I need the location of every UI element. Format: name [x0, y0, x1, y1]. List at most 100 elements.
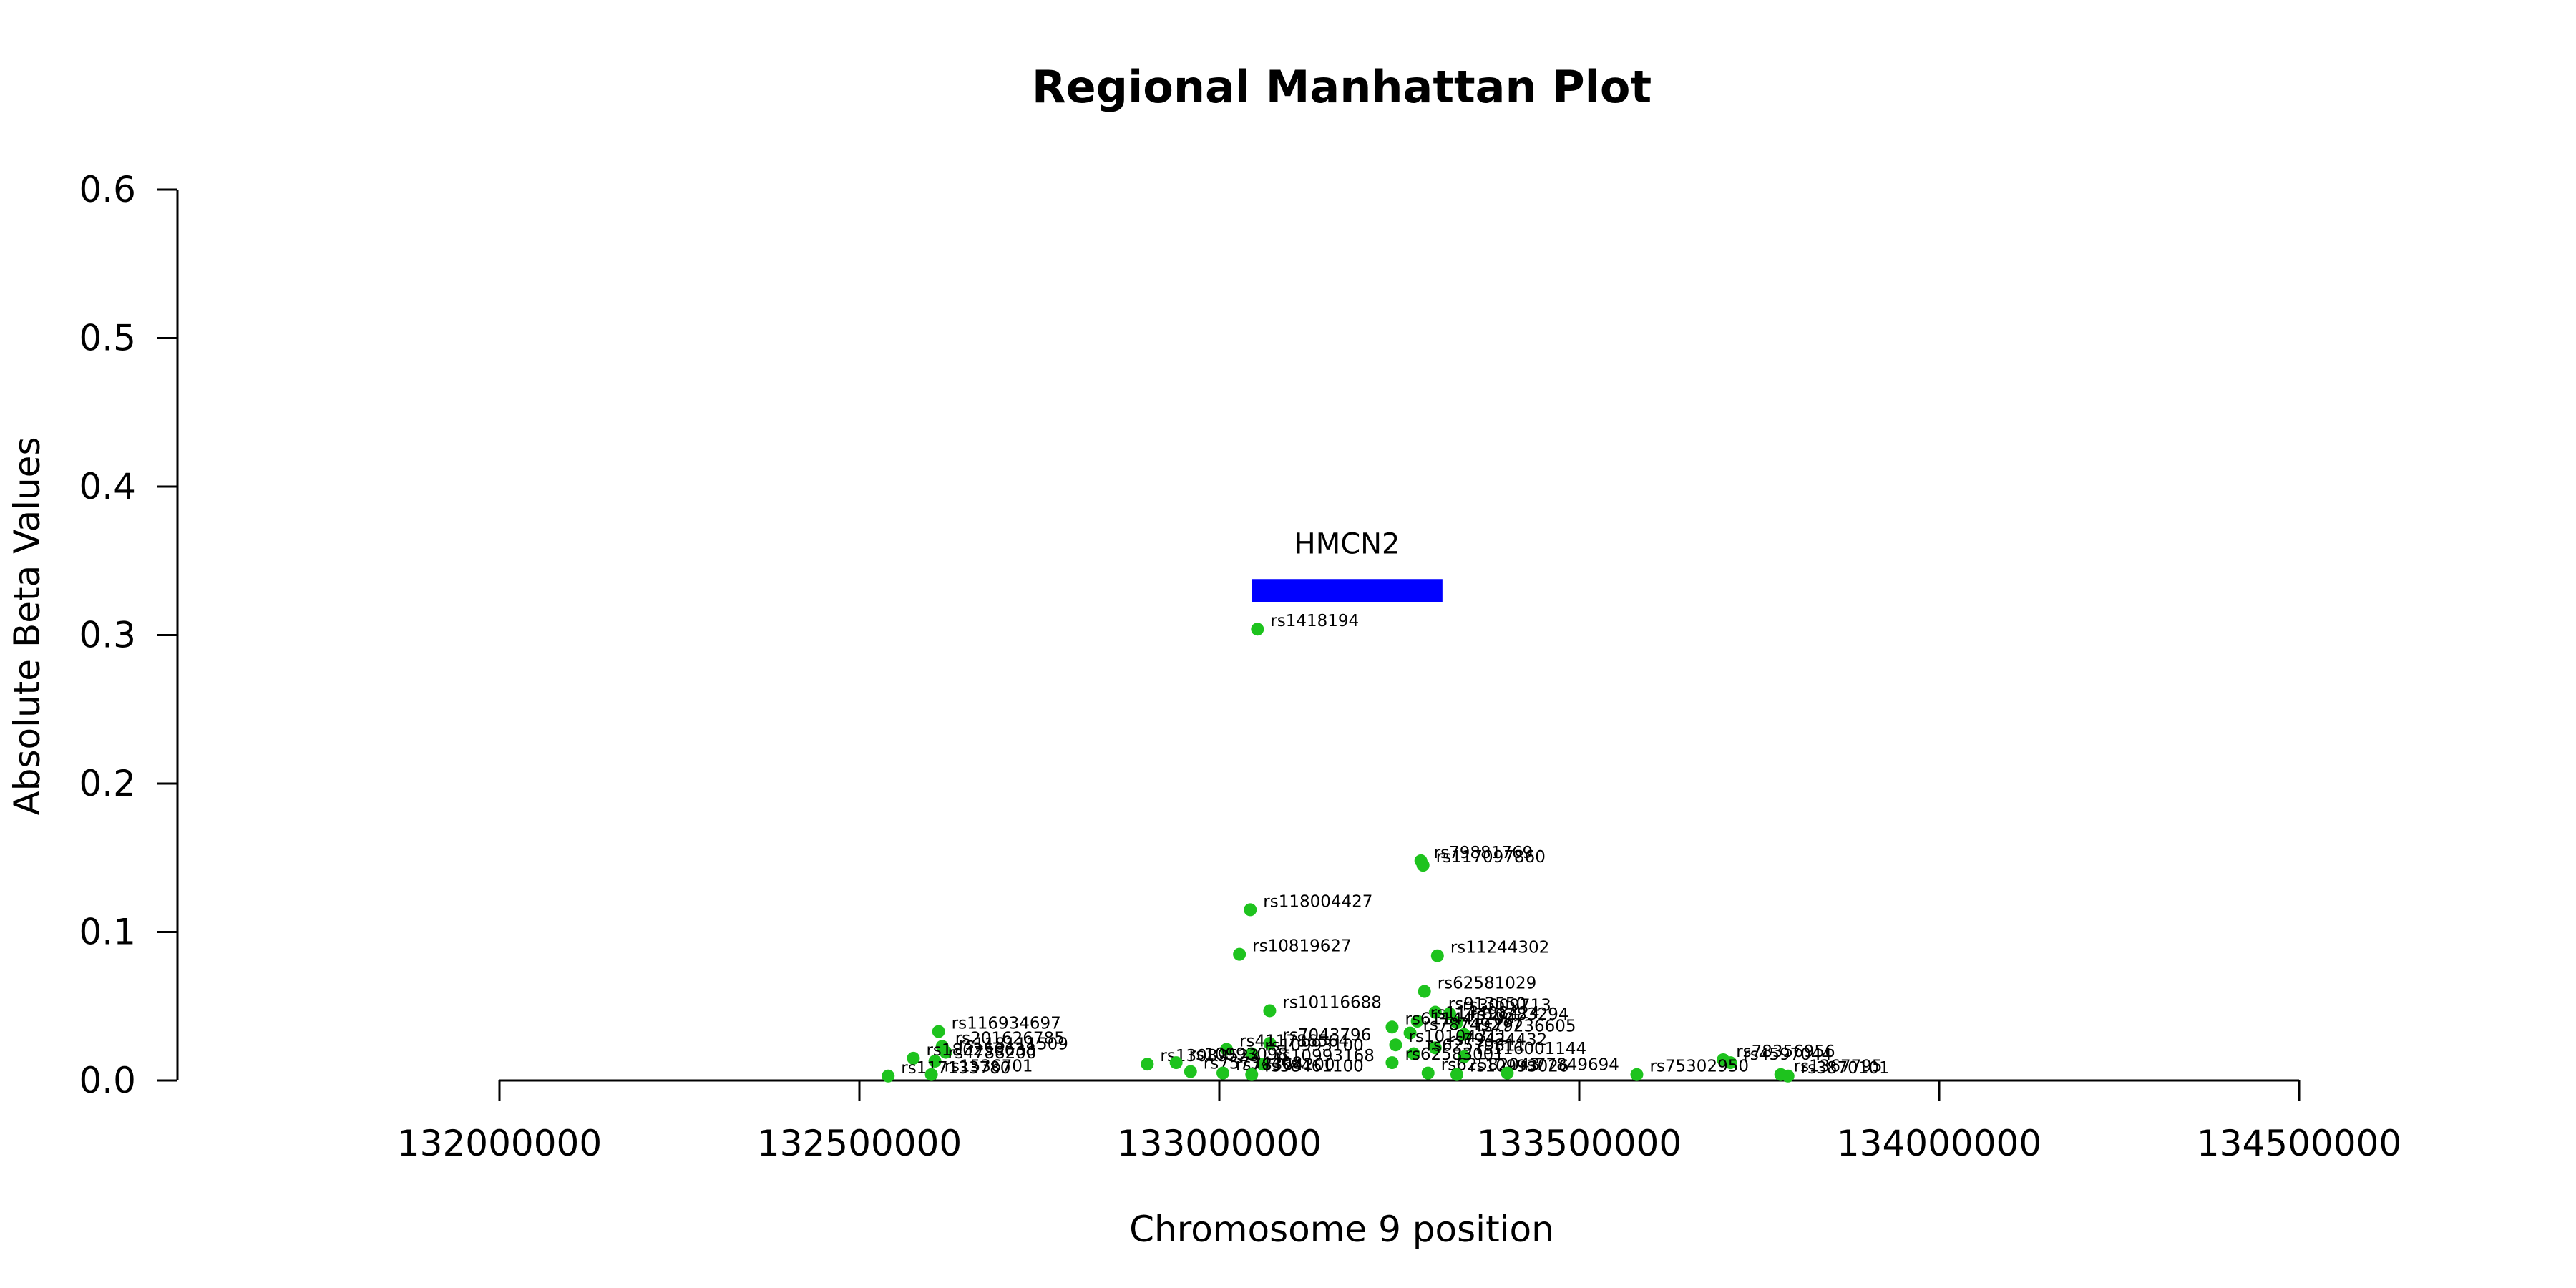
snp-point — [1385, 1056, 1399, 1070]
snp-point — [1244, 903, 1257, 917]
y-axis: 0.0 0.1 0.2 0.3 0.4 0.5 0.6 — [79, 169, 179, 1101]
snp-point — [939, 1045, 952, 1059]
snp-point — [1430, 949, 1444, 962]
y-tick-label: 0.5 — [79, 318, 136, 359]
snp-point — [1630, 1068, 1644, 1081]
snp-label: rs79236605 — [1477, 1018, 1576, 1036]
snp-label: rs62579811 — [1427, 1037, 1526, 1055]
y-axis-label: Absolute Beta Values — [6, 437, 48, 816]
y-tick-label: 0.1 — [79, 912, 136, 953]
snp-point — [1220, 1043, 1234, 1056]
snp-label: rs180250638 — [926, 1041, 1035, 1060]
snp-point — [1443, 1007, 1456, 1020]
y-tick-label: 0.6 — [79, 169, 136, 210]
snp-point — [1458, 1050, 1471, 1063]
snp-label: rs1367795 — [1794, 1058, 1883, 1076]
snp-label: rs4597044 — [1743, 1045, 1832, 1064]
snp-label: rs79881769 — [1434, 844, 1533, 862]
snp-label: rs10116688 — [1282, 993, 1382, 1012]
snp-point — [1233, 947, 1246, 961]
snp-point — [1245, 1068, 1259, 1081]
snp-label: rs1418194 — [1270, 612, 1359, 630]
snp-point — [928, 1055, 942, 1068]
snp-point — [1141, 1058, 1154, 1071]
snp-label: rs117133780 — [901, 1059, 1010, 1078]
snp-point — [1450, 1016, 1463, 1030]
snp-point — [882, 1069, 895, 1083]
snp-point — [1421, 1066, 1435, 1080]
snp-label: rs58461100 — [1264, 1058, 1364, 1076]
snp-point — [1216, 1066, 1230, 1080]
snp-label: rs10993168 — [1275, 1047, 1375, 1065]
snp-label: rs411786564 — [1239, 1032, 1349, 1050]
snp-point — [1418, 985, 1431, 998]
snp-label: rs10283294 — [1470, 1005, 1569, 1024]
snp-point — [932, 1025, 945, 1038]
y-tick-label: 0.0 — [79, 1060, 136, 1101]
snp-point — [907, 1051, 920, 1065]
snp-point — [1458, 1028, 1471, 1041]
snp-point — [1450, 1068, 1463, 1081]
snp-label: rs78356956 — [1736, 1043, 1835, 1061]
snp-label: rs3870101 — [1801, 1059, 1890, 1078]
x-tick-label: 134000000 — [1837, 1123, 2041, 1164]
x-tick-label: 133000000 — [1117, 1123, 1322, 1164]
snp-point — [1407, 1047, 1420, 1060]
gene-bar — [1252, 579, 1443, 602]
snp-label: rs117097860 — [1436, 848, 1546, 867]
snp-point — [1416, 859, 1430, 872]
snp-point — [1781, 1069, 1795, 1083]
snp-point — [1245, 1047, 1259, 1060]
snp-point — [1403, 1026, 1417, 1040]
snp-label: rs7043796 — [1282, 1026, 1371, 1045]
snp-label: rs114498424 — [1430, 1004, 1540, 1023]
snp-label: rs611441200 — [1405, 1010, 1514, 1028]
chart-title: Regional Manhattan Plot — [1032, 61, 1652, 113]
snp-point — [1263, 1037, 1277, 1050]
x-tick-label: 132000000 — [397, 1123, 602, 1164]
snp-point — [1501, 1066, 1514, 1080]
gene-label: HMCN2 — [1294, 527, 1400, 560]
snp-point — [1428, 1041, 1442, 1055]
snp-label: rs78749277 — [1423, 1016, 1523, 1035]
snp-label: rs116001144 — [1477, 1040, 1586, 1058]
snp-label: rs3009713 — [1463, 997, 1551, 1015]
snp-label: rs118004427 — [1263, 892, 1372, 911]
snp-label: rs62583001 — [1405, 1045, 1504, 1064]
snp-point — [1256, 1058, 1269, 1071]
y-tick-label: 0.3 — [79, 615, 136, 656]
snp-label: rs118111509 — [959, 1035, 1068, 1054]
snp-label: rs79424432 — [1448, 1030, 1548, 1049]
snp-label: rs1536701 — [945, 1058, 1033, 1076]
y-tick-label: 0.2 — [79, 763, 136, 804]
gene-region: HMCN2 — [1252, 527, 1443, 602]
snp-label: rs10819627 — [1252, 937, 1352, 956]
x-axis-label: Chromosome 9 position — [1129, 1209, 1554, 1250]
snp-label: rs62581029 — [1438, 975, 1537, 993]
snp-label: rs11244302 — [1450, 939, 1550, 957]
snp-point — [1724, 1056, 1737, 1070]
x-tick-label: 133500000 — [1477, 1123, 1682, 1164]
snp-label: rs75302950 — [1649, 1058, 1749, 1076]
snp-point — [1389, 1038, 1402, 1052]
snp-point — [1263, 1004, 1277, 1018]
snp-point — [924, 1068, 938, 1081]
snp-label: rs10993100 — [1264, 1037, 1364, 1055]
x-tick-label: 134500000 — [2197, 1123, 2401, 1164]
snp-label: rs10993026 — [1470, 1058, 1569, 1076]
x-axis: 132000000 132500000 133000000 133500000 1340… — [397, 1079, 2401, 1164]
snp-label: rs201626785 — [955, 1029, 1065, 1048]
snp-point — [1184, 1065, 1197, 1078]
snp-label: rs10104311 — [1408, 1028, 1508, 1046]
snp-point — [1410, 1015, 1424, 1028]
snp-point — [1385, 1020, 1399, 1034]
snp-point — [1251, 623, 1264, 636]
snp-point — [1169, 1056, 1183, 1070]
snp-label: rs77849694 — [1520, 1056, 1619, 1075]
y-tick-label: 0.4 — [79, 466, 136, 507]
snp-label: rs116934697 — [952, 1015, 1061, 1033]
snp-label: rs10993098 — [1189, 1045, 1289, 1064]
snp-label: rs913550 — [1448, 995, 1526, 1014]
